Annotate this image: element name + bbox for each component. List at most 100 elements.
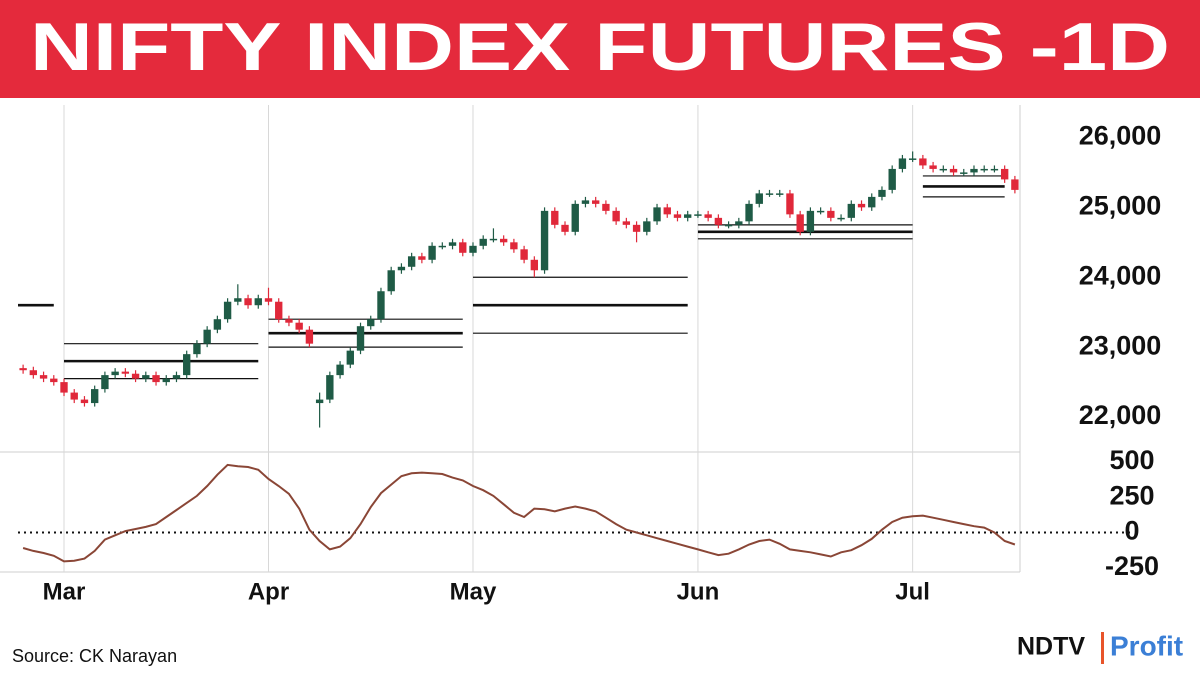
- chart-title: NIFTY INDEX FUTURES -1D: [30, 9, 1170, 85]
- candle-body: [622, 221, 631, 225]
- candle-body: [929, 165, 937, 169]
- candle-body: [878, 189, 886, 197]
- candle-body: [673, 214, 682, 218]
- candle-body: [990, 168, 999, 171]
- candle-body: [653, 207, 661, 222]
- candle-body: [121, 371, 130, 374]
- candle-body: [203, 329, 211, 344]
- candle-body: [469, 245, 477, 253]
- candle-body: [39, 375, 48, 379]
- candle-body: [80, 399, 89, 404]
- candle-body: [684, 214, 692, 218]
- y-tick-label: 22,000: [1079, 400, 1162, 430]
- candle-body: [50, 378, 58, 383]
- candle-body: [735, 221, 743, 225]
- title-banner: [0, 0, 1200, 98]
- candle-body: [939, 168, 947, 171]
- candle-body: [724, 224, 733, 227]
- candle-body: [530, 259, 539, 271]
- candle-body: [101, 375, 109, 390]
- candle-body: [448, 242, 457, 246]
- candle-body: [479, 238, 487, 246]
- candle-body: [29, 370, 38, 376]
- candle-body: [162, 378, 170, 383]
- candle-body: [295, 322, 303, 330]
- candle-body: [806, 210, 815, 232]
- candle-body: [459, 242, 467, 253]
- candle-body: [510, 242, 518, 250]
- candle-body: [336, 364, 344, 376]
- candle-body: [377, 291, 385, 320]
- candle-body: [19, 368, 27, 371]
- candle-body: [183, 354, 191, 376]
- candle-body: [949, 168, 958, 173]
- logo-divider: [1101, 632, 1104, 664]
- candle-body: [898, 158, 907, 169]
- candle-body: [571, 203, 579, 232]
- candle-body: [264, 298, 273, 302]
- candle-body: [868, 196, 876, 208]
- candle-body: [193, 343, 201, 355]
- candle-body: [816, 210, 825, 213]
- candle-body: [244, 298, 252, 306]
- candle-body: [1011, 179, 1019, 190]
- candle-body: [70, 392, 78, 400]
- candle-body: [551, 210, 559, 225]
- x-tick-label: Jun: [677, 578, 720, 605]
- candle-body: [694, 214, 702, 216]
- candle-body: [305, 329, 314, 344]
- candle-body: [796, 214, 804, 232]
- candle-body: [827, 210, 835, 218]
- candle-body: [643, 221, 651, 232]
- candle-body: [714, 217, 723, 225]
- candle-body: [315, 399, 324, 404]
- candle-body: [356, 326, 365, 351]
- y-tick-label: 500: [1109, 445, 1154, 475]
- candle-body: [142, 375, 150, 379]
- candle-body: [581, 200, 590, 204]
- candle-body: [152, 375, 160, 383]
- y-tick-label: 0: [1124, 516, 1139, 546]
- candle-body: [111, 371, 119, 376]
- candle-body: [91, 389, 99, 404]
- candle-body: [786, 193, 794, 215]
- x-tick-label: Mar: [43, 578, 86, 605]
- candle-body: [397, 266, 406, 271]
- candle-body: [326, 375, 334, 400]
- candle-body: [275, 301, 283, 320]
- candle-body: [387, 270, 395, 292]
- candle-body: [704, 214, 712, 218]
- candle-body: [346, 350, 354, 365]
- candle-body: [980, 168, 988, 171]
- candle-body: [418, 256, 426, 260]
- y-tick-label: 26,000: [1079, 121, 1162, 151]
- candle-body: [254, 298, 262, 306]
- candle-body: [499, 238, 508, 243]
- candle-body: [919, 158, 927, 166]
- candle-body: [131, 373, 140, 379]
- y-tick-label: -250: [1105, 551, 1159, 581]
- candle-body: [602, 203, 610, 211]
- candle-body: [663, 207, 671, 215]
- candle-body: [612, 210, 620, 222]
- candle-body: [632, 224, 641, 232]
- candle-body: [888, 168, 896, 190]
- source: Source: CK Narayan: [12, 646, 177, 666]
- candle-body: [960, 172, 968, 174]
- candle-body: [234, 298, 242, 302]
- candle-body: [970, 168, 978, 173]
- candle-body: [213, 319, 222, 330]
- candle-body: [561, 224, 569, 232]
- logo-right: Profit: [1110, 630, 1183, 661]
- candle-body: [438, 245, 446, 248]
- candle-body: [1000, 168, 1009, 180]
- candle-body: [745, 203, 753, 222]
- x-tick-label: May: [450, 578, 497, 605]
- candle-body: [776, 193, 784, 195]
- candle-body: [285, 319, 293, 323]
- candle-body: [60, 382, 68, 393]
- candle-body: [908, 158, 917, 160]
- oscillator-line: [22, 463, 1016, 563]
- candle-body: [540, 210, 549, 271]
